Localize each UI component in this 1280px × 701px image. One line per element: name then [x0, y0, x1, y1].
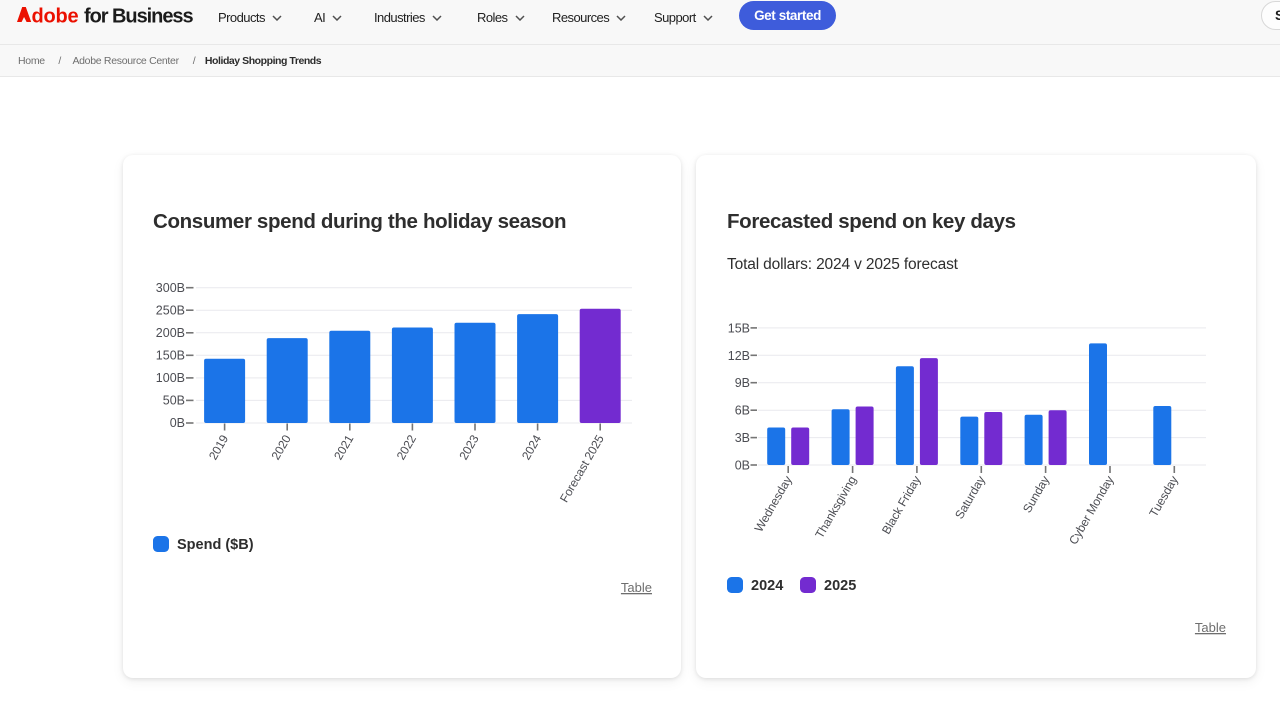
svg-text:Thanksgiving: Thanksgiving: [812, 474, 859, 541]
svg-text:Cyber Monday: Cyber Monday: [1066, 473, 1117, 547]
svg-text:200B: 200B: [156, 326, 185, 340]
svg-text:2022: 2022: [394, 432, 419, 462]
svg-text:Saturday: Saturday: [952, 473, 988, 521]
svg-text:100B: 100B: [156, 371, 185, 385]
svg-text:Total dollars: 2024 v 2025 for: Total dollars: 2024 v 2025 forecast: [727, 256, 959, 273]
svg-text:Table: Table: [621, 580, 652, 595]
svg-text:2024: 2024: [751, 578, 783, 594]
svg-text:2023: 2023: [456, 432, 481, 462]
svg-text:Table: Table: [1195, 620, 1226, 635]
svg-text:6B: 6B: [735, 404, 750, 418]
svg-text:9B: 9B: [735, 376, 750, 390]
svg-text:dobe: dobe: [32, 5, 79, 27]
svg-text:Spend ($B): Spend ($B): [177, 537, 254, 553]
svg-text:50B: 50B: [163, 394, 185, 408]
svg-text:Sunday: Sunday: [1020, 473, 1052, 515]
svg-text:15B: 15B: [728, 321, 750, 335]
svg-text:Black Friday: Black Friday: [879, 473, 924, 536]
svg-text:250B: 250B: [156, 304, 185, 318]
svg-text:2024: 2024: [519, 432, 544, 462]
svg-text:0B: 0B: [735, 459, 750, 473]
svg-text:0B: 0B: [170, 416, 185, 430]
svg-text:Forecasted spend on key days: Forecasted spend on key days: [727, 210, 1016, 233]
svg-text:3B: 3B: [735, 431, 750, 445]
svg-text:2021: 2021: [331, 432, 356, 462]
svg-text:Forecast 2025: Forecast 2025: [557, 432, 607, 505]
svg-text:2025: 2025: [824, 578, 856, 594]
svg-text:Wednesday: Wednesday: [752, 473, 795, 534]
svg-text:2020: 2020: [269, 432, 294, 462]
svg-text:Tuesday: Tuesday: [1146, 473, 1181, 519]
svg-text:12B: 12B: [728, 349, 750, 363]
svg-text:Consumer spend during the holi: Consumer spend during the holiday season: [153, 210, 566, 233]
svg-text:150B: 150B: [156, 349, 185, 363]
svg-text:2019: 2019: [206, 432, 231, 462]
svg-text:300B: 300B: [156, 281, 185, 295]
svg-text:for Business: for Business: [84, 5, 193, 27]
